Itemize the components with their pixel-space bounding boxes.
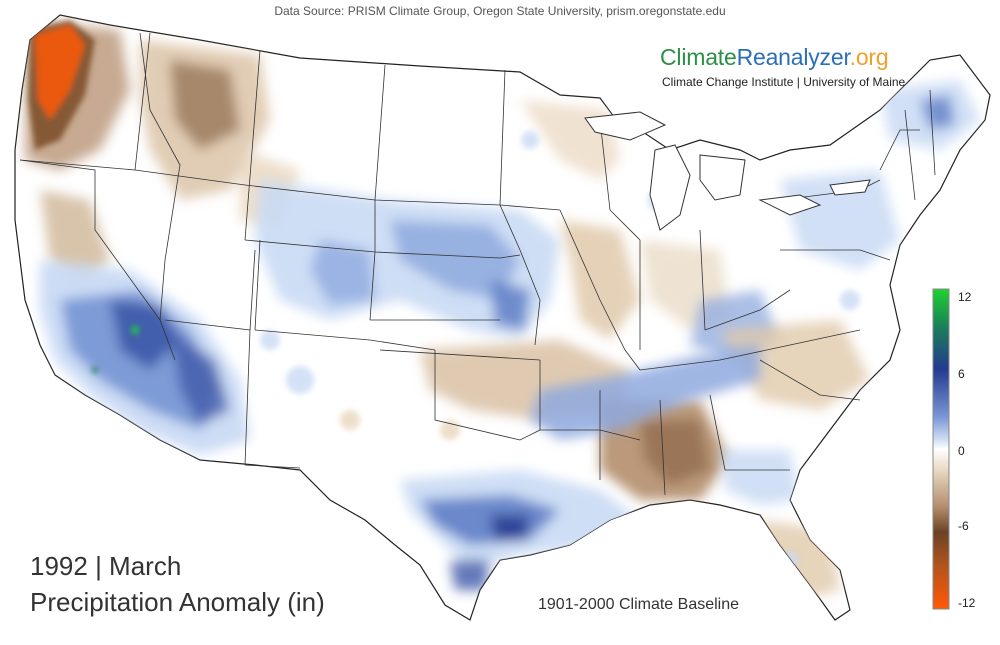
legend-color-bar — [932, 288, 950, 610]
map-title-variable: Precipitation Anomaly (in) — [30, 587, 325, 617]
legend-tick-6: 6 — [958, 367, 965, 381]
legend-tick-minus6: -6 — [958, 519, 969, 533]
great-lakes — [584, 111, 871, 231]
anomaly-field — [25, 20, 980, 600]
logo-part-org: .org — [849, 44, 889, 70]
baseline-label: 1901-2000 Climate Baseline — [538, 596, 740, 613]
map-title-date: 1992 | March — [30, 551, 182, 581]
logo-part-reanalyzer: Reanalyzer — [736, 44, 850, 70]
data-source-caption: Data Source: PRISM Climate Group, Oregon… — [274, 4, 726, 18]
logo-part-climate: Climate — [660, 44, 737, 70]
state-boundaries — [19, 32, 936, 496]
legend-tick-minus12: -12 — [958, 596, 976, 610]
legend-tick-0: 0 — [958, 444, 965, 458]
climate-reanalyzer-logo: ClimateReanalyzer.org — [660, 44, 889, 71]
logo-subtitle: Climate Change Institute | University of… — [662, 75, 906, 89]
legend-tick-12: 12 — [958, 290, 972, 304]
